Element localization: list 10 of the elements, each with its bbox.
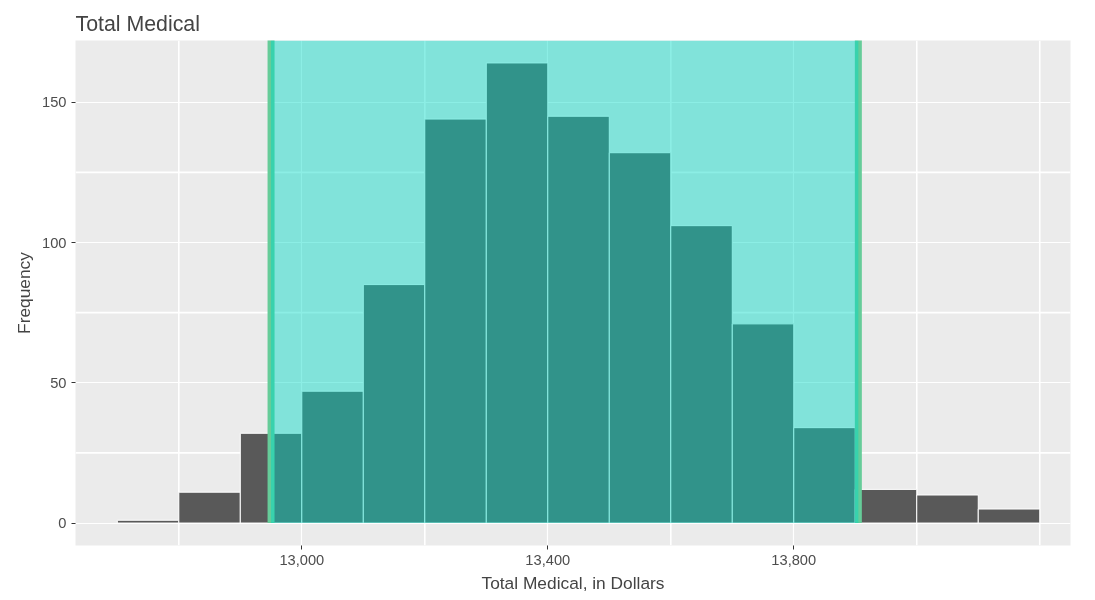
y-tick-label: 50 — [50, 374, 67, 391]
x-axis-title: Total Medical, in Dollars — [481, 572, 665, 593]
x-tick-label: 13,400 — [525, 551, 571, 568]
y-tick-label: 150 — [42, 94, 67, 111]
y-tick-label: 100 — [42, 234, 67, 251]
y-tick-label: 0 — [58, 515, 67, 532]
y-axis-title: Frequency — [14, 251, 35, 334]
x-tick-label: 13,000 — [279, 551, 325, 568]
chart-title: Total Medical — [75, 11, 200, 36]
x-tick-label: 13,800 — [771, 551, 817, 568]
